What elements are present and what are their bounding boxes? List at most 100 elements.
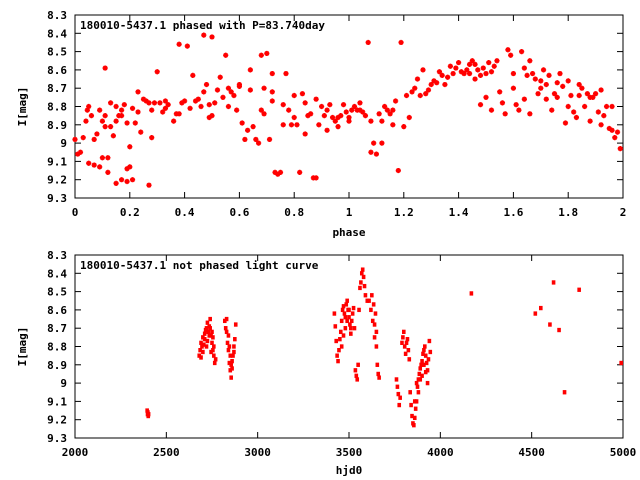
data-point bbox=[403, 92, 410, 99]
y-tick-label: 8.9 bbox=[47, 119, 67, 132]
data-point bbox=[83, 118, 89, 124]
data-point bbox=[491, 63, 497, 69]
data-point bbox=[609, 127, 615, 133]
y-tick-label: 8.3 bbox=[47, 249, 67, 262]
data-point bbox=[201, 32, 207, 38]
data-point bbox=[327, 102, 333, 108]
data-point bbox=[519, 49, 525, 55]
data-point bbox=[403, 351, 408, 356]
data-point bbox=[332, 118, 338, 124]
data-point bbox=[375, 362, 380, 367]
data-point bbox=[80, 135, 86, 141]
data-point bbox=[353, 368, 358, 373]
data-point bbox=[192, 98, 199, 104]
data-point bbox=[321, 113, 327, 119]
data-point bbox=[362, 113, 369, 119]
y-tick-label: 9.2 bbox=[47, 414, 67, 427]
data-point bbox=[405, 337, 410, 342]
data-point bbox=[422, 362, 426, 367]
data-point bbox=[390, 122, 396, 128]
data-point bbox=[229, 375, 233, 380]
data-point bbox=[247, 87, 253, 93]
data-point bbox=[412, 85, 418, 91]
data-point bbox=[423, 91, 429, 97]
data-point bbox=[379, 140, 385, 146]
data-point bbox=[227, 360, 232, 366]
data-point bbox=[291, 92, 297, 99]
data-point bbox=[201, 342, 206, 347]
data-point bbox=[202, 337, 207, 342]
data-point bbox=[231, 353, 235, 358]
data-point bbox=[209, 34, 215, 40]
data-point bbox=[286, 107, 292, 113]
x-tick-label: 0.4 bbox=[175, 206, 195, 219]
y-axis-label: I[mag] bbox=[16, 327, 29, 367]
data-point bbox=[382, 103, 388, 110]
data-point bbox=[338, 337, 342, 342]
data-point bbox=[231, 92, 237, 99]
data-point bbox=[162, 105, 169, 111]
data-point bbox=[288, 122, 295, 128]
data-point bbox=[374, 329, 379, 335]
data-point bbox=[77, 149, 84, 155]
data-point bbox=[346, 118, 352, 124]
data-point bbox=[302, 131, 308, 137]
data-point bbox=[234, 107, 240, 113]
data-point bbox=[417, 92, 423, 99]
data-point bbox=[184, 43, 190, 49]
data-point bbox=[398, 39, 404, 46]
data-point bbox=[222, 318, 227, 324]
data-point bbox=[233, 322, 238, 327]
data-point bbox=[357, 100, 363, 106]
data-point bbox=[113, 103, 119, 110]
data-point bbox=[527, 111, 533, 117]
data-point bbox=[576, 92, 582, 99]
data-point bbox=[417, 371, 422, 377]
data-point bbox=[598, 122, 604, 128]
data-point bbox=[209, 333, 213, 338]
data-point bbox=[434, 80, 440, 86]
data-point bbox=[499, 100, 506, 106]
data-point bbox=[205, 338, 210, 344]
data-point bbox=[171, 118, 177, 124]
data-point bbox=[176, 41, 182, 47]
data-point bbox=[212, 100, 218, 106]
data-point bbox=[213, 357, 218, 362]
data-point bbox=[84, 107, 90, 113]
data-point bbox=[560, 83, 566, 89]
data-point bbox=[551, 91, 558, 97]
data-point bbox=[418, 377, 423, 382]
data-point bbox=[272, 169, 278, 175]
data-point bbox=[428, 81, 434, 88]
data-point bbox=[423, 369, 428, 375]
data-point bbox=[409, 402, 413, 408]
y-tick-label: 8.7 bbox=[47, 322, 67, 335]
data-point bbox=[135, 109, 141, 115]
data-point bbox=[283, 70, 289, 77]
data-point bbox=[420, 358, 424, 364]
data-point bbox=[209, 113, 215, 119]
data-point bbox=[373, 311, 378, 316]
data-point bbox=[165, 102, 171, 108]
data-point bbox=[436, 69, 443, 75]
data-point bbox=[206, 114, 212, 121]
data-point bbox=[269, 70, 275, 77]
data-point bbox=[116, 113, 122, 119]
data-point bbox=[582, 103, 588, 110]
data-point bbox=[202, 331, 207, 336]
data-point bbox=[230, 366, 234, 371]
data-point bbox=[342, 311, 347, 316]
data-point bbox=[223, 52, 229, 58]
data-point bbox=[343, 315, 348, 320]
data-point bbox=[349, 331, 353, 336]
data-point bbox=[210, 329, 214, 335]
data-point bbox=[347, 307, 351, 313]
data-point bbox=[91, 136, 97, 143]
data-point bbox=[173, 111, 179, 117]
data-point bbox=[232, 349, 236, 355]
data-point bbox=[162, 98, 169, 104]
x-tick-label: 4000 bbox=[427, 446, 454, 459]
data-point bbox=[576, 81, 582, 88]
y-tick-label: 9.2 bbox=[47, 174, 67, 187]
